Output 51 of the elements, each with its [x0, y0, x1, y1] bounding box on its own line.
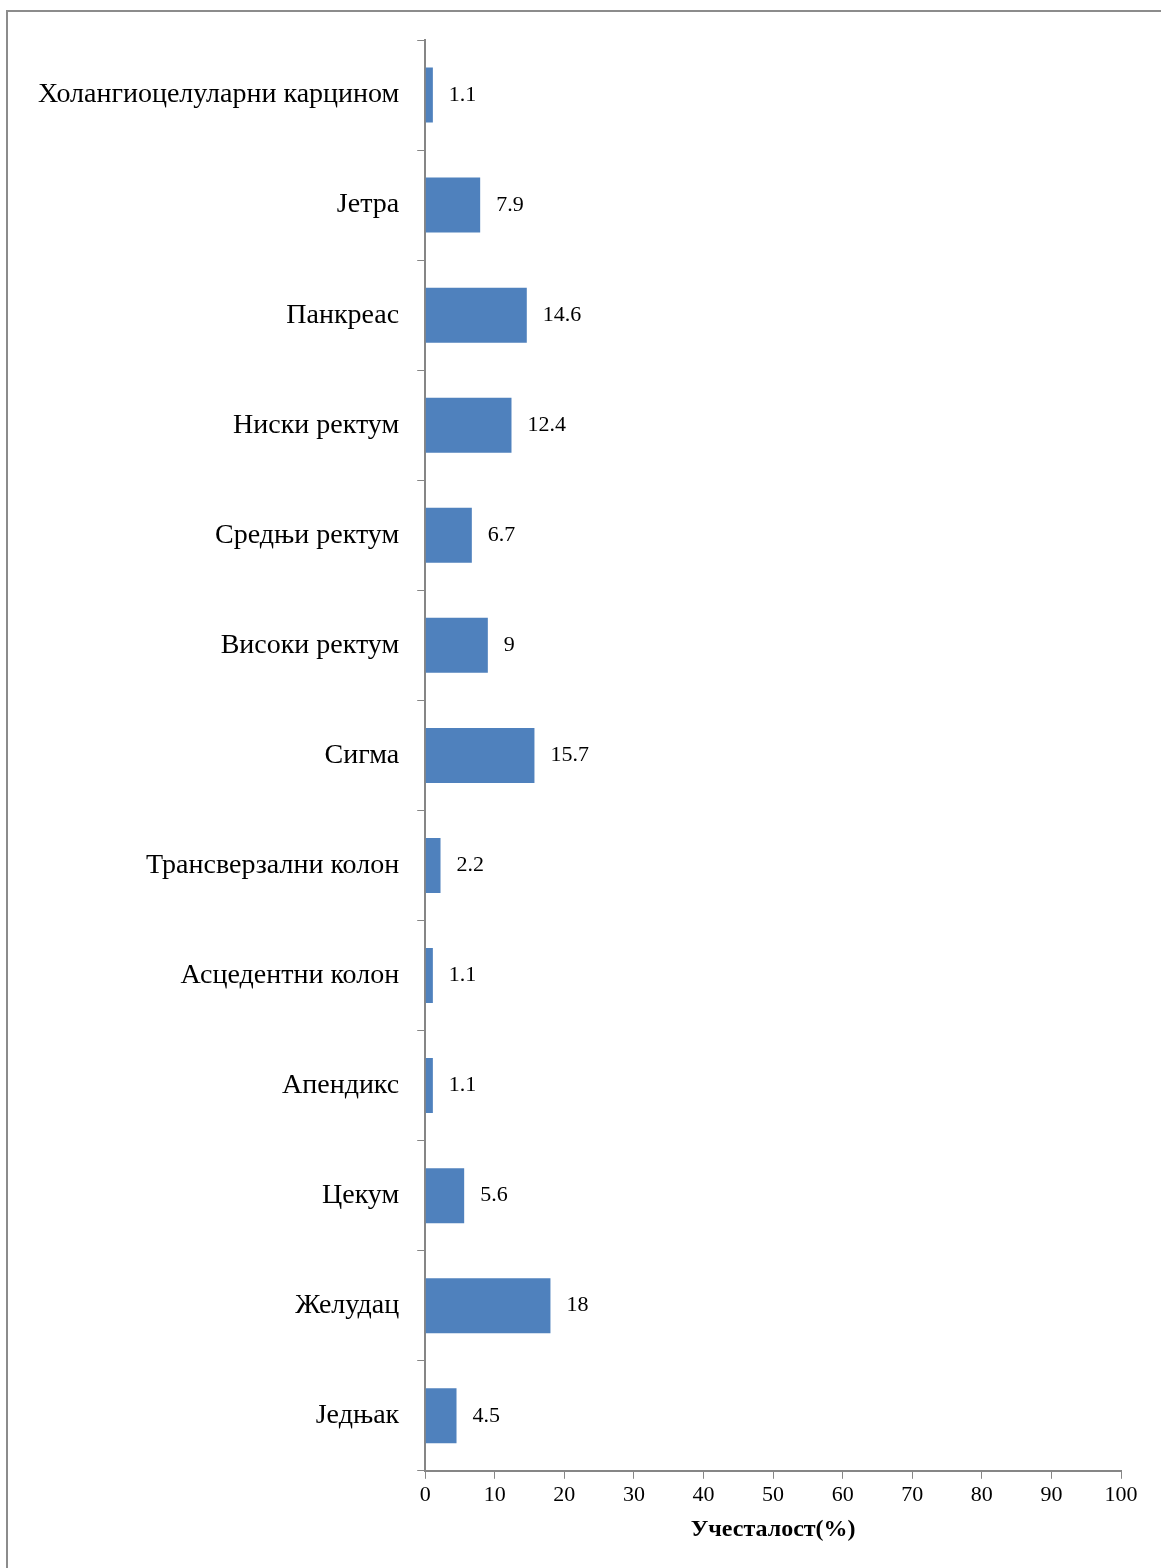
x-tick-label: 100 [1104, 1480, 1138, 1506]
y-tick-label: Асцедентни колон [180, 957, 400, 989]
bar [425, 837, 441, 893]
y-tick-label: Ниски ректум [233, 407, 400, 439]
y-tick-label: Желудац [295, 1288, 400, 1320]
bar [425, 948, 433, 1004]
bar [425, 1168, 465, 1224]
y-tick-label: Јетра [336, 187, 400, 219]
bar [425, 1058, 433, 1114]
y-tick-label: Једњак [315, 1398, 400, 1430]
bar [425, 507, 472, 563]
y-tick-label: Високи ректум [220, 627, 400, 659]
data-label: 1.1 [448, 961, 477, 987]
x-tick-label: 80 [970, 1480, 993, 1506]
y-tick-label: Апендикс [282, 1067, 400, 1099]
x-axis-title: Учесталост(%) [690, 1514, 856, 1541]
data-label: 9 [503, 631, 515, 657]
y-tick-label: Холангиоцелуларни карцином [37, 77, 400, 109]
x-tick-label: 50 [762, 1480, 785, 1506]
x-tick-label: 60 [831, 1480, 854, 1506]
data-label: 18 [566, 1291, 589, 1317]
data-label: 1.1 [448, 80, 477, 106]
bar [425, 617, 488, 673]
y-tick-label: Панкреас [286, 297, 400, 329]
x-tick-label: 70 [901, 1480, 924, 1506]
x-tick-label: 40 [692, 1480, 715, 1506]
x-tick-label: 20 [553, 1480, 576, 1506]
data-label: 6.7 [487, 521, 516, 547]
data-label: 2.2 [456, 851, 485, 877]
data-label: 14.6 [542, 300, 582, 326]
bar [425, 1388, 457, 1444]
bar [425, 397, 512, 453]
data-label: 1.1 [448, 1071, 477, 1097]
bar [425, 727, 535, 783]
data-label: 12.4 [527, 411, 566, 436]
y-tick-label: Трансверзални колон [146, 847, 400, 879]
y-tick-label: Средњи ректум [215, 517, 400, 549]
data-label: 15.7 [550, 741, 589, 767]
bar [425, 67, 433, 123]
data-label: 7.9 [496, 190, 524, 216]
x-tick-label: 90 [1040, 1480, 1063, 1506]
x-tick-label: 30 [622, 1480, 645, 1506]
bar [425, 1278, 551, 1334]
x-tick-label: 0 [419, 1480, 431, 1506]
y-tick-label: Цекум [321, 1178, 400, 1210]
y-tick-label: Сигма [324, 737, 400, 769]
bar [425, 287, 527, 343]
x-tick-label: 10 [483, 1480, 506, 1506]
data-label: 5.6 [480, 1181, 508, 1207]
bar [425, 177, 481, 233]
data-label: 4.5 [472, 1401, 501, 1427]
